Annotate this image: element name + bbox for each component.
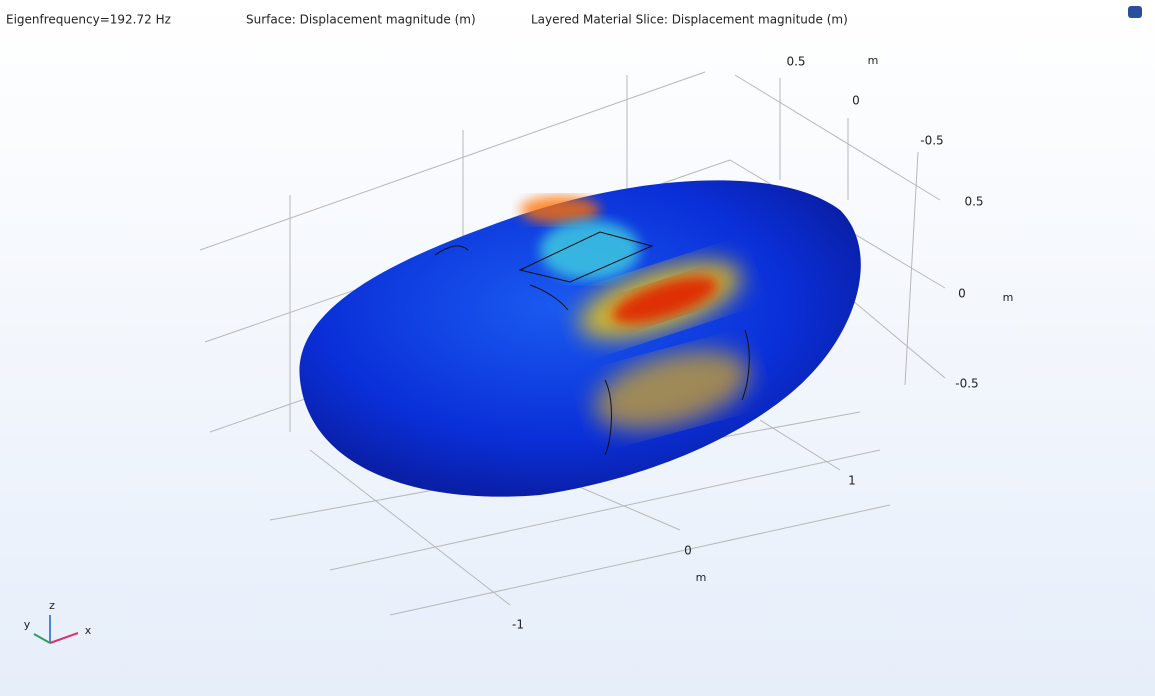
surface-label: Surface: Displacement magnitude (m) xyxy=(246,13,476,27)
tick-label: 0.5 xyxy=(964,195,983,209)
deformed-shell xyxy=(299,180,861,497)
axis-triad xyxy=(33,615,79,644)
tick-label: 0 xyxy=(958,287,966,301)
triad-label: x xyxy=(85,624,92,637)
tick-label: 1 xyxy=(848,474,856,488)
toolbar-icon[interactable] xyxy=(1128,6,1142,18)
triad-label: z xyxy=(49,599,55,612)
tick-label: 0.5 xyxy=(786,55,805,69)
axis-unit: m xyxy=(868,54,879,67)
tick-label: -0.5 xyxy=(955,377,978,391)
axis-unit: m xyxy=(696,571,707,584)
tick-label: 0 xyxy=(852,94,860,108)
tick-label: -0.5 xyxy=(920,134,943,148)
triad-label: y xyxy=(24,618,31,631)
tick-label: 0 xyxy=(684,544,692,558)
slice-label: Layered Material Slice: Displacement mag… xyxy=(531,13,848,27)
axis-unit: m xyxy=(1003,291,1014,304)
eigenfrequency-label: Eigenfrequency=192.72 Hz xyxy=(6,13,171,27)
tick-label: -1 xyxy=(512,618,524,632)
